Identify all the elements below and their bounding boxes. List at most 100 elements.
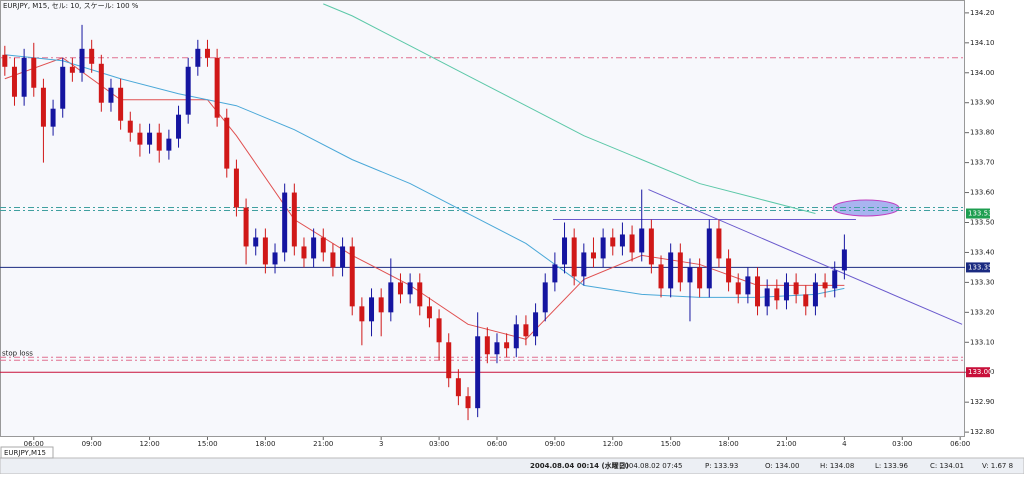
candle-body [475,336,481,409]
candle-body [2,54,8,67]
status-text: 2004.08.04 00:14 (水曜日) [530,461,629,470]
candle-body [369,297,375,322]
candle-body [436,318,442,343]
candle-body [841,249,847,271]
candle-body [127,120,133,133]
candle-body [60,66,66,109]
line-label: stop loss [2,349,33,357]
moving-average [4,54,845,298]
y-tick-label: 132.90 [970,398,995,406]
candle-body [803,294,809,307]
x-tick-label: 09:00 [82,440,102,448]
status-text: H: 134.08 [820,462,854,470]
candle-body [243,207,249,247]
candle-body [706,228,712,289]
candle-body [185,66,191,115]
chart-title: EURJPY, M15, セル: 10, スケール: 100 % [3,2,139,10]
candle-body [832,270,838,289]
candle-body [812,282,818,307]
status-text: V: 1.67 8 [982,462,1013,470]
candle-body [214,57,220,118]
candle-body [378,297,384,313]
candle-body [504,342,510,349]
candle-body [658,264,664,289]
candle-body [31,57,37,88]
candle-body [600,237,606,259]
candle-body [69,66,75,73]
candle-body [79,48,85,73]
candle-body [291,192,297,247]
candle-body [311,237,317,259]
candle-body [224,117,230,169]
candle-body [98,63,104,103]
candle-body [50,108,56,127]
candle-body [648,228,654,265]
candle-body [11,66,17,97]
candle-body [417,282,423,307]
price-tag [966,262,990,273]
candle-body [494,342,500,355]
candle-body [774,288,780,301]
candle-body [388,282,394,313]
candle-body [21,57,27,97]
candle-body [687,267,693,283]
y-tick-label: 133.20 [970,308,995,316]
candle-body [726,258,732,283]
candle-body [407,282,413,295]
candle-body [301,246,307,259]
x-tick-label: 15:00 [661,440,681,448]
candle-body [668,252,674,289]
x-tick-label: 09:00 [545,440,565,448]
y-tick-label: 134.00 [970,69,995,77]
candle-body [397,282,403,295]
status-text: C: 134.01 [930,462,964,470]
x-tick-label: 06:00 [24,440,44,448]
chart-tab[interactable] [0,446,54,459]
candle-body [176,114,182,139]
candle-body [195,48,201,67]
x-tick-label: 18:00 [718,440,738,448]
candle-body [697,267,703,289]
candle-body [629,234,635,253]
candle-body [523,324,529,337]
candle-body [533,312,539,337]
candle-body [755,276,761,307]
candle-body [571,237,577,277]
candle-body [552,264,558,283]
candle-body [783,282,789,301]
candle-body [513,324,519,349]
price-tag-label: 133.35 [968,263,993,271]
candle-body [745,276,751,295]
x-tick-label: 4 [842,440,847,448]
candle-body [542,282,548,313]
y-tick-label: 133.10 [970,338,995,346]
moving-average [323,3,816,215]
candle-body [610,237,616,247]
y-tick-label: 133.80 [970,129,995,137]
y-tick-label: 134.20 [970,9,995,17]
y-tick-label: 133.70 [970,159,995,167]
candle-body [137,132,143,145]
candle-body [581,252,587,277]
candle-body [282,192,288,253]
candle-body [446,342,452,379]
candle-body [147,132,153,145]
x-tick-label: 03:00 [429,440,449,448]
candle-body [166,138,172,151]
y-tick-label: 133.40 [970,248,995,256]
candle-body [465,396,471,409]
tab-label[interactable]: EURJPY,M15 [4,449,46,457]
candle-body [590,252,596,259]
price-tag [966,208,990,219]
status-text: P: 133.93 [705,462,738,470]
status-text: 2004.08.02 07:45 [620,462,682,470]
candle-body [262,237,268,265]
candle-body [359,306,365,322]
price-tag-label: 133.00 [968,368,993,376]
price-tag [966,367,990,378]
candle-body [822,282,828,289]
candle-body [156,132,162,151]
candle-body [426,306,432,319]
y-tick-label: 134.10 [970,39,995,47]
candle-body [484,336,490,355]
